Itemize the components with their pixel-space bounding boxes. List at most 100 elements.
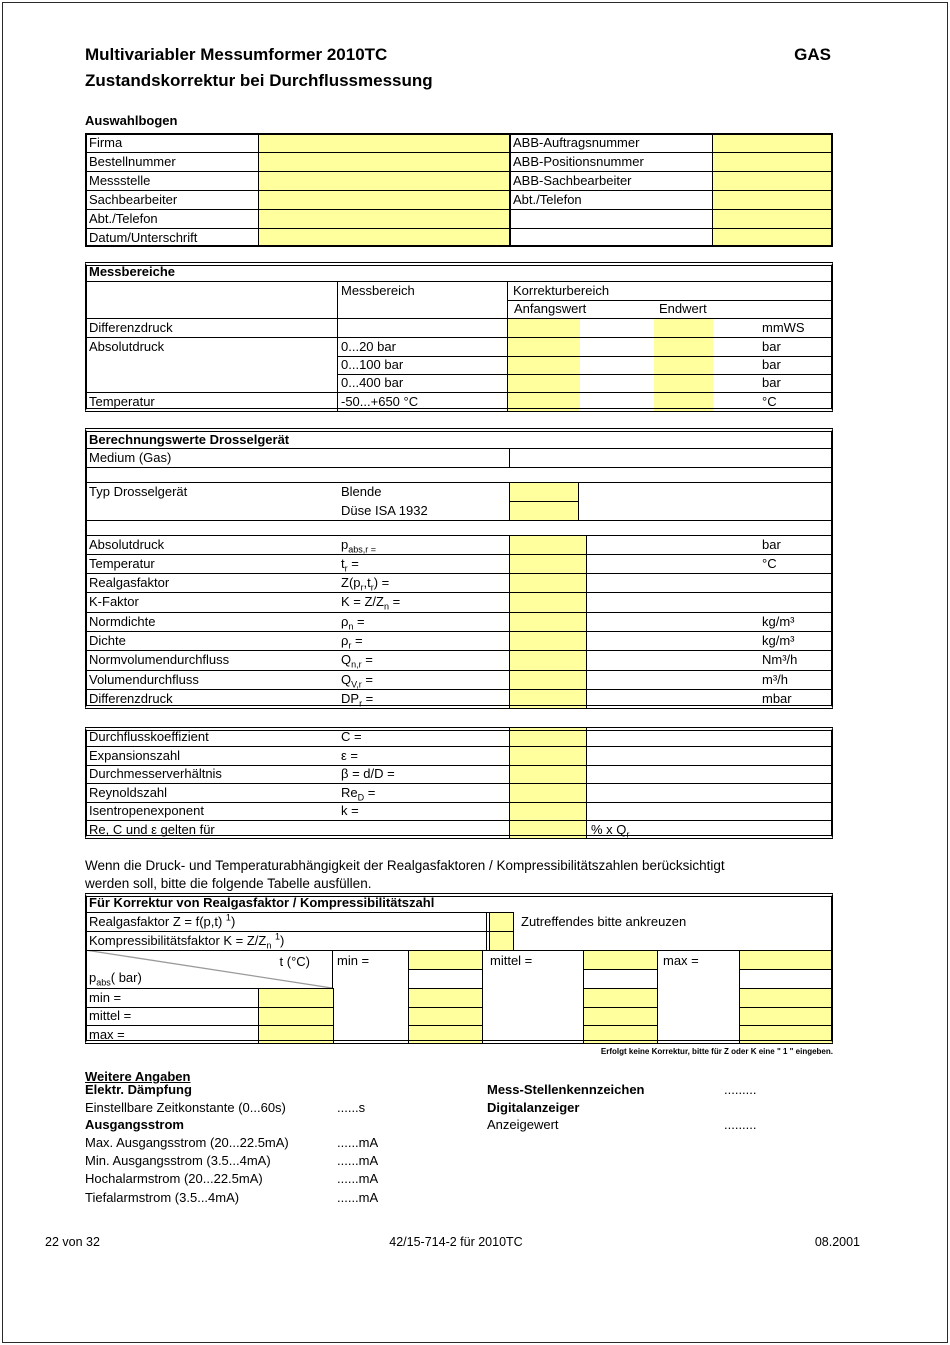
field-abb-positionsnummer[interactable] (712, 152, 833, 171)
field-abb-auftragsnummer[interactable] (712, 133, 833, 152)
grid-line (85, 535, 833, 536)
unit-label: bar (762, 375, 781, 390)
field-realgasfaktor-checkbox[interactable] (489, 912, 514, 932)
field-reynoldszahl[interactable] (509, 783, 586, 802)
item-value[interactable]: ......mA (337, 1135, 379, 1150)
field-t-min[interactable] (408, 950, 483, 970)
field-gelten-fuer[interactable] (509, 820, 586, 839)
field-temperatur-anfangswert[interactable] (507, 392, 580, 412)
field-normvolumendurchfluss-wert[interactable] (509, 650, 586, 670)
matrix-row-label: max = (89, 1027, 125, 1042)
field-abb-sachbearbeiter[interactable] (712, 171, 833, 190)
unit-label: bar (762, 537, 781, 552)
field-bestellnummer[interactable] (258, 152, 509, 171)
field-durchmesserverhaeltnis[interactable] (509, 765, 586, 783)
field-z-max-max[interactable] (739, 1025, 833, 1044)
grid-line (657, 970, 658, 1044)
field-absolutdruck20-endwert[interactable] (654, 337, 713, 356)
item-label: Min. Ausgangsstrom (3.5...4mA) (85, 1153, 271, 1168)
field-temperatur-endwert[interactable] (654, 392, 713, 412)
field-expansionszahl[interactable] (509, 746, 586, 765)
field-t-mittel[interactable] (583, 950, 658, 970)
unit-label: °C (762, 556, 777, 571)
field-pmittel[interactable] (258, 1007, 334, 1025)
field-kompressibilitaet-checkbox[interactable] (489, 931, 514, 951)
field-normdichte-wert[interactable] (509, 612, 586, 631)
field-messstelle[interactable] (258, 171, 509, 190)
field-typ-blende-checkbox[interactable] (509, 482, 579, 502)
field-absolutdruck100-endwert[interactable] (654, 356, 713, 374)
field-kfaktor-wert[interactable] (509, 592, 586, 612)
grid-line (739, 1025, 833, 1026)
grid-line (85, 467, 833, 468)
formula: K = Z/Zn = (341, 594, 401, 612)
unit-label: m³/h (762, 672, 788, 687)
field-z-min-max[interactable] (739, 988, 833, 1007)
field-z-max-min[interactable] (408, 1025, 482, 1044)
grid-line (85, 554, 833, 555)
field-abb-abt-telefon[interactable] (712, 190, 833, 209)
grid-line (85, 950, 833, 951)
grid-line (85, 746, 833, 747)
anzeigewert-value[interactable]: ......... (724, 1117, 757, 1132)
field-sachbearbeiter[interactable] (258, 190, 509, 209)
field-z-mittel-mittel[interactable] (583, 1007, 657, 1025)
row-label: Absolutdruck (89, 339, 165, 354)
field-dichte-wert[interactable] (509, 631, 586, 650)
field-absolutdruck20-anfangswert[interactable] (507, 337, 580, 356)
footer-page-number: 22 von 32 (45, 1235, 100, 1249)
field-right-6[interactable] (712, 228, 833, 247)
durchfluss-table: Durchflusskoeffizient C = Expansionszahl… (85, 727, 833, 839)
anzeigewert-label: Anzeigewert (487, 1117, 559, 1132)
formula: C = (341, 729, 362, 744)
grid-line (85, 670, 833, 671)
field-differenzdruck-endwert[interactable] (654, 318, 713, 337)
field-differenzdruck-anfangswert[interactable] (507, 318, 580, 337)
auswahlbogen-heading: Auswahlbogen (85, 113, 178, 128)
item-value[interactable]: ......mA (337, 1190, 379, 1205)
field-abt-telefon[interactable] (258, 209, 509, 228)
field-temperatur-wert[interactable] (509, 554, 586, 573)
grid-line (85, 783, 833, 784)
field-absolutdruck400-anfangswert[interactable] (507, 374, 580, 392)
matrix-t-header: t (°C) (279, 954, 310, 969)
option-label: Düse ISA 1932 (341, 503, 428, 518)
field-differenzdruck-wert[interactable] (509, 689, 586, 709)
column-header: Messbereich (341, 283, 415, 298)
formula: ρr = (341, 633, 363, 651)
row-label: Bestellnummer (89, 154, 176, 169)
field-firma[interactable] (258, 133, 509, 152)
field-z-mittel-max[interactable] (739, 1007, 833, 1025)
field-isentropenexponent[interactable] (509, 802, 586, 820)
grid-line (509, 535, 510, 709)
zeitkonstante-value[interactable]: ......s (337, 1100, 366, 1115)
field-z-mittel-min[interactable] (408, 1007, 482, 1025)
field-realgasfaktor-wert[interactable] (509, 573, 586, 592)
row-label: Differenzdruck (89, 320, 173, 335)
kennzeichen-value[interactable]: ......... (724, 1082, 757, 1097)
field-z-min-mittel[interactable] (583, 988, 657, 1007)
option-label: Blende (341, 484, 382, 499)
field-t-max[interactable] (739, 950, 833, 970)
grid-line (507, 281, 508, 412)
field-absolutdruck400-endwert[interactable] (654, 374, 713, 392)
field-pmax[interactable] (258, 1025, 334, 1044)
field-absolutdruck-wert[interactable] (509, 535, 586, 554)
grid-line (85, 931, 514, 932)
field-pmin[interactable] (258, 988, 334, 1007)
field-right-5[interactable] (712, 209, 833, 228)
field-volumendurchfluss-wert[interactable] (509, 670, 586, 689)
field-z-max-mittel[interactable] (583, 1025, 657, 1044)
field-z-min-min[interactable] (408, 988, 482, 1007)
field-durchflusskoeffizient[interactable] (509, 727, 586, 746)
field-absolutdruck100-anfangswert[interactable] (507, 356, 580, 374)
field-typ-duese-checkbox[interactable] (509, 501, 579, 521)
item-value[interactable]: ......mA (337, 1153, 379, 1168)
item-value[interactable]: ......mA (337, 1171, 379, 1186)
grid-line (85, 228, 833, 229)
grid-line (739, 988, 833, 989)
unit-label: mmWS (762, 320, 805, 335)
row-label: Messstelle (89, 173, 151, 188)
field-datum-unterschrift[interactable] (258, 228, 509, 247)
grid-line (509, 448, 510, 467)
